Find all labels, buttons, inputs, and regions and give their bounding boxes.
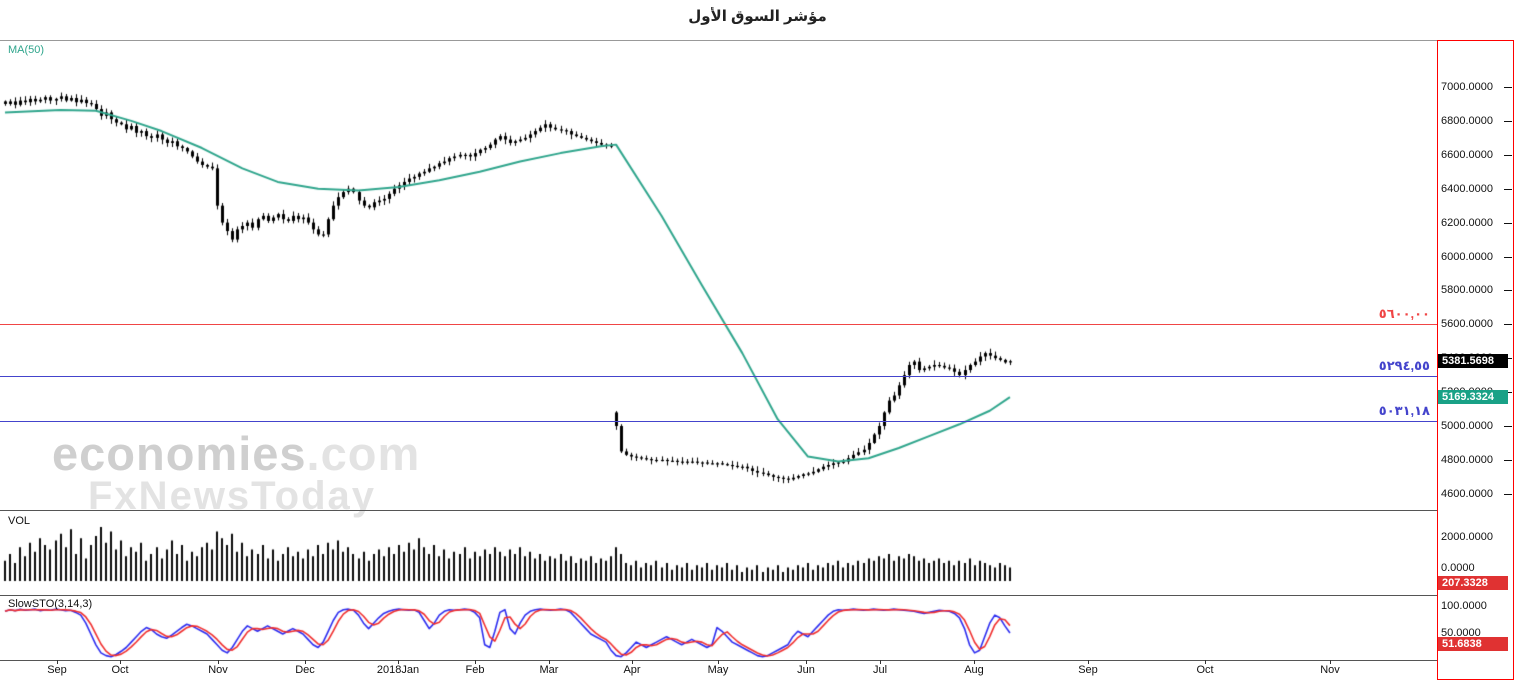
x-axis-month-label: Sep (1078, 664, 1098, 676)
price-chart-canvas[interactable] (0, 0, 1437, 679)
stochastic-axis-label-50: 50.0000 (1441, 627, 1481, 639)
volume-stochastic-separator (0, 595, 1437, 596)
x-axis-month-tick (305, 660, 306, 664)
x-axis-month-label: Apr (623, 664, 641, 676)
price-axis-tick (1504, 324, 1512, 326)
price-axis-label: 4600.0000 (1441, 487, 1493, 500)
price-axis-label: 5800.0000 (1441, 284, 1493, 297)
price-axis-tick (1504, 392, 1512, 394)
level-line (0, 376, 1437, 377)
x-axis-month-label: Nov (208, 664, 228, 676)
stochastic-axis-label-100: 100.0000 (1441, 600, 1487, 612)
last-price-badge: 5381.5698 (1438, 354, 1508, 369)
price-axis-label: 4800.0000 (1441, 453, 1493, 466)
price-axis-label: 5000.0000 (1441, 420, 1493, 432)
price-axis-label: 5600.0000 (1441, 318, 1493, 331)
x-axis-month-tick (806, 660, 807, 664)
price-axis-tick (1504, 459, 1512, 461)
price-axis-tick (1504, 358, 1512, 360)
stochastic-panel-label: SlowSTO(3,14,3) (8, 598, 93, 610)
x-axis-month-tick (57, 660, 58, 664)
price-axis-tick (1504, 188, 1512, 190)
volume-value-badge: 207.3328 (1438, 576, 1508, 590)
ma50-indicator-label: MA(50) (8, 44, 45, 56)
volume-panel-label: VOL (8, 515, 31, 527)
x-axis-month-label: Dec (295, 664, 315, 676)
x-axis-month-tick (880, 660, 881, 664)
x-axis-month-label: May (707, 664, 729, 676)
price-axis-label: 6200.0000 (1441, 216, 1493, 229)
price-axis-tick (1504, 290, 1512, 292)
volume-axis-label-max: 2000.0000 (1441, 531, 1493, 543)
x-axis-month-tick (1330, 660, 1331, 664)
x-axis-month-tick (398, 660, 399, 664)
main-volume-separator (0, 510, 1437, 511)
ma50-value-badge: 5169.3324 (1438, 390, 1508, 405)
price-axis-label: 6400.0000 (1441, 182, 1493, 195)
x-axis-month-tick (718, 660, 719, 664)
price-axis-label: 6600.0000 (1441, 148, 1493, 161)
chart-title: مؤشر السوق الأول (688, 8, 827, 25)
level-line-label: ٥٦٠٠,٠٠ (1378, 306, 1430, 322)
x-axis-month-tick (632, 660, 633, 664)
price-axis-tick (1504, 87, 1512, 88)
level-line (0, 421, 1437, 422)
price-axis-label: 6000.0000 (1441, 250, 1493, 263)
level-line-label: ٥٠٣١,١٨ (1378, 402, 1430, 418)
x-axis-month-label: Sep (47, 664, 67, 676)
chart-top-border (0, 40, 1437, 41)
x-axis-month-tick (1205, 660, 1206, 664)
volume-axis-label-zero: 0.0000 (1441, 562, 1475, 574)
price-axis-tick (1504, 222, 1512, 224)
x-axis-month-label: Nov (1320, 664, 1340, 676)
x-axis-month-label: Oct (1196, 664, 1214, 676)
level-line-label: ٥٢٩٤,٥٥ (1378, 358, 1430, 374)
level-line (0, 324, 1437, 325)
price-axis-tick (1504, 154, 1512, 156)
x-axis-month-label: Mar (539, 664, 559, 676)
price-axis-label: 7000.0000 (1441, 81, 1493, 93)
x-axis-month-tick (549, 660, 550, 664)
x-axis-month-tick (974, 660, 975, 664)
x-axis-month-tick (475, 660, 476, 664)
x-axis-month-label: Oct (111, 664, 129, 676)
x-axis-month-tick (1088, 660, 1089, 664)
x-axis-month-tick (218, 660, 219, 664)
x-axis-month-label: Aug (964, 664, 984, 676)
stochastic-value-badge: 51.6838 (1438, 637, 1508, 651)
x-axis-month-label: Jun (797, 664, 815, 676)
price-axis-tick (1504, 120, 1512, 122)
price-axis-tick (1504, 493, 1512, 495)
x-axis-month-tick (120, 660, 121, 664)
x-axis-month-label: Jul (872, 664, 888, 676)
price-axis-tick (1504, 426, 1512, 427)
x-axis-month-label: 2018Jan (376, 664, 420, 676)
price-axis-label: 6800.0000 (1441, 114, 1493, 127)
x-axis-month-label: Feb (465, 664, 485, 676)
price-axis-tick (1504, 256, 1512, 258)
